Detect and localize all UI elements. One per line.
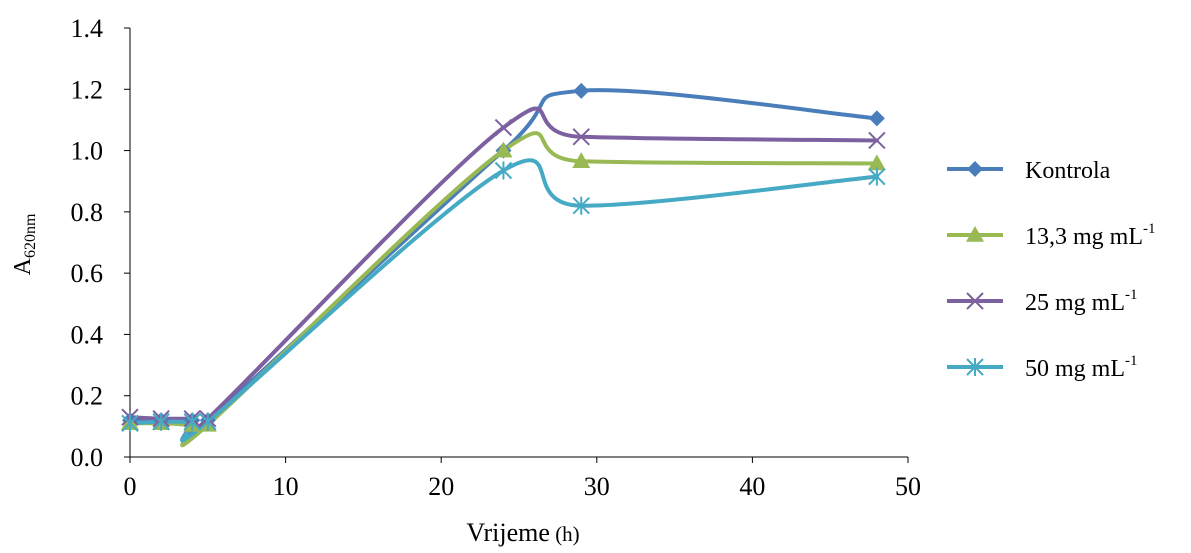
y-tick-label: 0.8 (71, 198, 104, 227)
legend-swatch-marker (966, 226, 984, 242)
y-axis-label-main: A (10, 257, 36, 275)
x-axis-label: Vrijeme (h) (466, 518, 579, 547)
legend-item: Kontrola (947, 158, 1111, 184)
y-tick-label: 0.2 (71, 382, 104, 411)
legend-item: 25 mg mL-1 (947, 287, 1138, 316)
y-tick-label: 1.0 (71, 137, 104, 166)
legend: Kontrola 13,3 mg mL-1 25 mg mL-1 50 mg mL-1 (947, 158, 1156, 382)
x-tick-label: 40 (739, 472, 765, 501)
axes (129, 28, 908, 458)
y-tick-label: 0.4 (71, 320, 104, 349)
legend-label-superscript: -1 (1125, 353, 1138, 369)
series-markers (121, 82, 886, 433)
legend-swatch-marker (966, 358, 984, 376)
data-point-series-4 (152, 412, 170, 431)
y-tick-label: 0.6 (71, 259, 104, 288)
legend-label: 13,3 mg mL-1 (1025, 221, 1156, 250)
series-line-3 (128, 106, 879, 443)
data-point-series-2 (572, 152, 591, 169)
y-axis-label: A620nm (10, 213, 39, 275)
data-point-series-4 (183, 412, 201, 431)
x-tick-label: 0 (124, 472, 137, 501)
data-point-series-1 (573, 82, 590, 99)
legend-swatch-marker (966, 292, 984, 310)
x-axis-label-unit: (h) (550, 522, 580, 546)
y-tick-label: 1.2 (71, 75, 104, 104)
data-point-series-4 (121, 414, 139, 433)
x-tick-label: 30 (584, 472, 610, 501)
data-point-series-2 (494, 141, 513, 158)
x-axis-label-text: Vrijeme (466, 518, 550, 547)
y-ticks: 0.0 0.2 0.4 0.6 0.8 1.0 1.2 1.4 (71, 14, 130, 472)
data-point-series-4 (494, 161, 513, 180)
legend-label: 25 mg mL-1 (1025, 287, 1138, 316)
series-line-4 (128, 158, 879, 443)
legend-swatch-marker (967, 161, 983, 177)
legend-label-superscript: -1 (1143, 221, 1156, 237)
legend-label: Kontrola (1025, 158, 1111, 184)
x-ticks: 0 10 20 30 40 50 (124, 457, 921, 501)
legend-item: 13,3 mg mL-1 (947, 221, 1156, 250)
data-point-series-4 (572, 196, 590, 215)
x-tick-label: 20 (428, 472, 454, 501)
legend-label: 50 mg mL-1 (1025, 353, 1138, 382)
data-point-series-2 (867, 154, 886, 171)
y-tick-label: 1.4 (71, 14, 104, 43)
legend-label-superscript: -1 (1125, 287, 1138, 303)
x-tick-label: 50 (895, 472, 921, 501)
series-line-2 (128, 131, 879, 448)
data-point-series-3 (868, 131, 886, 150)
series-lines (128, 88, 879, 448)
data-point-series-3 (494, 118, 513, 137)
y-axis-label-subscript: 620nm (22, 213, 39, 258)
y-tick-label: 0.0 (71, 443, 104, 472)
data-point-series-4 (199, 412, 217, 431)
data-point-series-4 (868, 167, 886, 186)
legend-item: 50 mg mL-1 (947, 353, 1138, 382)
data-point-series-3 (572, 128, 590, 146)
x-tick-label: 10 (273, 472, 299, 501)
data-point-series-1 (868, 110, 885, 127)
